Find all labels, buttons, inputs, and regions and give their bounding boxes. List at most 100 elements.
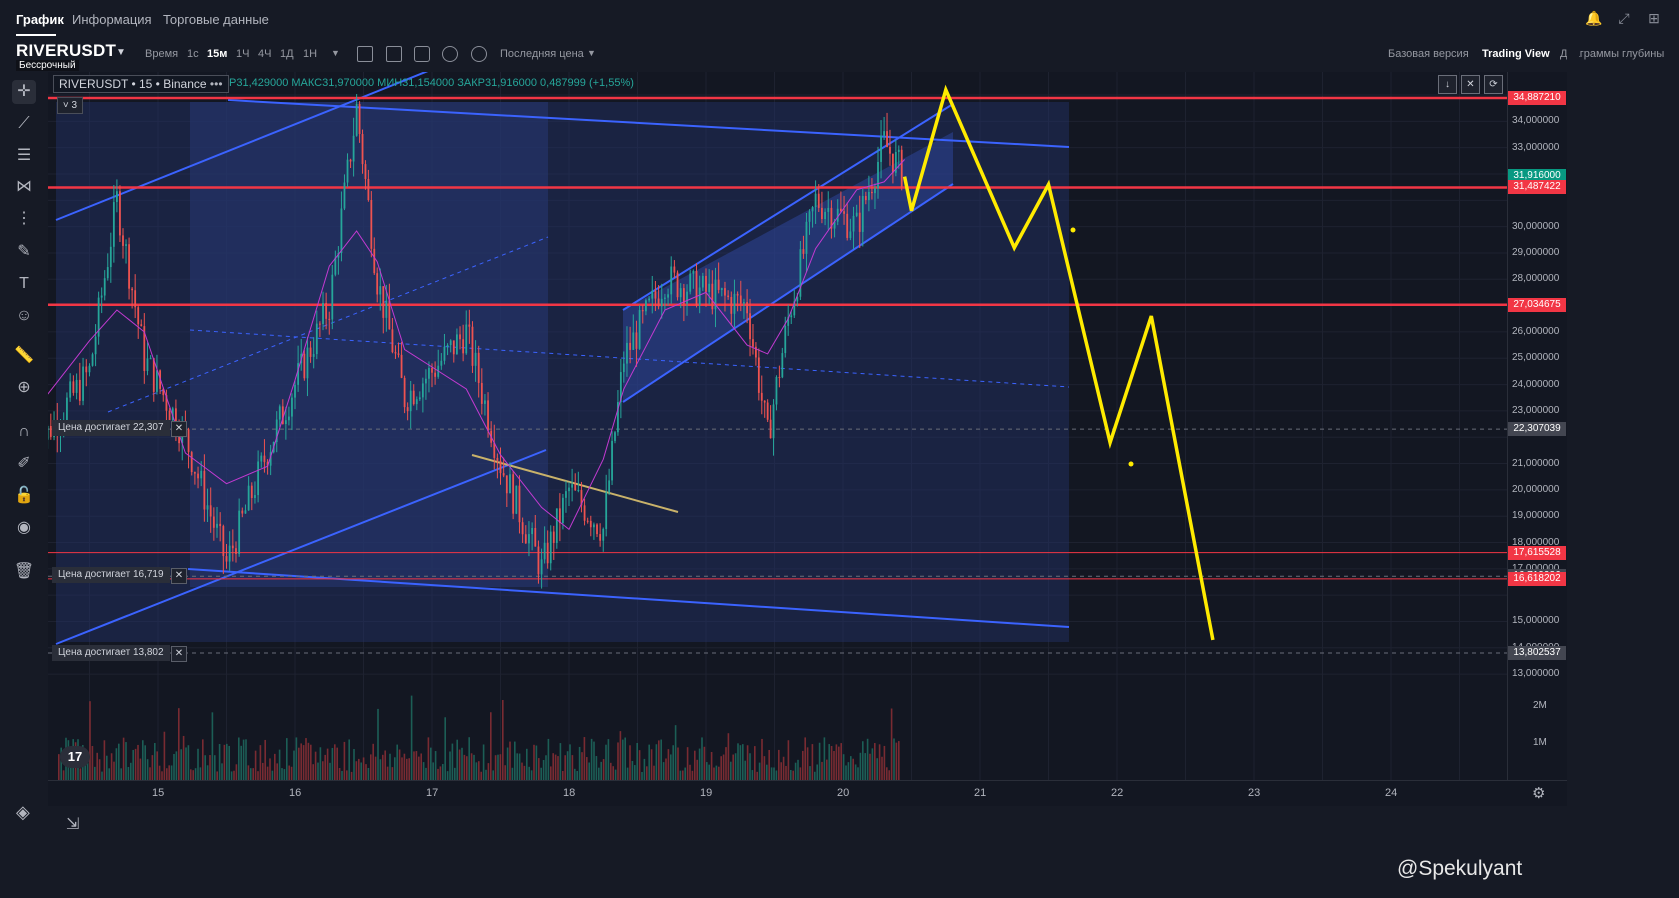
volume-bar <box>324 754 326 780</box>
candle-body <box>418 397 421 400</box>
pattern-icon[interactable]: ⋈ <box>16 178 32 195</box>
collapse-icon[interactable]: ✕ <box>1461 75 1480 94</box>
trash-icon[interactable]: 🗑 <box>13 563 35 580</box>
indicators-icon[interactable] <box>357 46 373 62</box>
close-icon[interactable]: ✕ <box>171 568 187 584</box>
volume-bar <box>809 766 811 780</box>
trend-line-icon[interactable]: ⟋ <box>18 115 30 132</box>
settings-icon[interactable]: ⚙ <box>1532 785 1546 802</box>
more-icon[interactable]: ••• <box>209 77 223 91</box>
chevron-down-icon[interactable]: ▼ <box>116 47 126 58</box>
price-chart[interactable] <box>48 72 1507 780</box>
candle-body <box>596 524 598 535</box>
grid-icon[interactable]: ⊞ <box>1648 10 1660 26</box>
candle-body <box>568 487 570 492</box>
candle-body <box>796 296 799 302</box>
timeframe-1h[interactable]: 1Ч <box>236 48 250 60</box>
link-basic-version[interactable]: Базовая версия <box>1388 48 1469 60</box>
timeframe-4h[interactable]: 4Ч <box>258 48 272 60</box>
legend-symbol[interactable]: RIVERUSDT • 15 • Binance ••• <box>53 75 229 93</box>
time-axis[interactable] <box>48 780 1567 807</box>
eye-icon[interactable]: ◉ <box>17 519 31 536</box>
volume-bar <box>674 725 677 780</box>
candle-body <box>116 191 118 203</box>
candle-body <box>638 310 641 349</box>
volume-bar <box>734 753 737 780</box>
right-scrollbar[interactable] <box>1567 0 1579 898</box>
zoom-icon[interactable]: ⊕ <box>17 379 31 396</box>
lock-icon[interactable]: 🔓 <box>14 487 34 504</box>
volume-bar <box>686 747 689 780</box>
time-tick: 24 <box>1385 787 1398 799</box>
forecast-dot <box>1128 461 1134 467</box>
candle-type-icon[interactable] <box>386 46 402 62</box>
volume-bar <box>446 771 449 780</box>
timeframe-15m[interactable]: 15м <box>207 48 228 60</box>
tab-chart[interactable]: График <box>16 12 64 27</box>
add-icon[interactable] <box>442 46 458 62</box>
indicators-toggle[interactable]: ˅ 3 <box>57 97 83 114</box>
calendar-icon[interactable]: ⇲ <box>66 816 80 833</box>
candle-body <box>266 462 269 466</box>
candle-body <box>505 475 508 494</box>
chart-canvas[interactable] <box>48 72 1507 780</box>
volume-bar <box>730 761 732 780</box>
crosshair-icon[interactable]: ✛ <box>12 80 36 104</box>
tab-trading-data[interactable]: Торговые данные <box>163 12 269 27</box>
ruler-icon[interactable]: 📏 <box>14 347 34 364</box>
candle-body <box>376 273 379 295</box>
timeframe-1s[interactable]: 1с <box>187 48 199 60</box>
layers-icon[interactable]: ◈ <box>16 802 30 822</box>
emoji-icon[interactable]: ☺ <box>15 307 33 324</box>
link-tradingview[interactable]: Trading View <box>1482 48 1550 60</box>
volume-bar <box>662 762 665 780</box>
candle-body <box>190 452 193 473</box>
chevron-down-icon[interactable]: ▼ <box>587 48 596 58</box>
volume-bar <box>252 768 254 780</box>
volume-bar <box>756 771 758 780</box>
expand-icon[interactable]: ⤢ <box>1618 10 1630 26</box>
alert-label[interactable]: Цена достигает 13,802 <box>52 645 170 661</box>
volume-bar <box>710 751 713 780</box>
fib-icon[interactable]: ⋮ <box>16 210 32 227</box>
alert-label[interactable]: Цена достигает 22,307 <box>52 420 170 436</box>
volume-bar <box>835 744 838 780</box>
settings-icon[interactable] <box>471 46 487 62</box>
volume-bar <box>444 717 446 780</box>
timeframe-1w[interactable]: 1Н <box>303 48 318 60</box>
candle-body <box>749 313 751 340</box>
volume-bar <box>605 744 607 780</box>
price-type-select[interactable]: Последняя цена <box>500 48 584 60</box>
download-icon[interactable]: ↓ <box>1438 75 1457 94</box>
horizontal-lines-icon[interactable]: ☰ <box>16 147 32 164</box>
candle-body <box>528 534 530 544</box>
lock-drawing-icon[interactable]: ✐ <box>17 455 31 472</box>
magnet-icon[interactable]: ∩ <box>18 423 30 440</box>
refresh-icon[interactable]: ⟳ <box>1484 75 1503 94</box>
tab-info[interactable]: Информация <box>72 12 152 27</box>
close-icon[interactable]: ✕ <box>171 421 187 437</box>
volume-bar <box>895 742 898 780</box>
volume-bar <box>581 752 583 780</box>
timeframe-dropdown-icon[interactable]: ▼ <box>331 48 340 58</box>
candle-body <box>373 248 376 274</box>
candle-body <box>778 377 781 379</box>
link-depth-chart[interactable]: Диаграммы глубины <box>1560 48 1665 60</box>
volume-bar <box>106 755 108 780</box>
symbol-name[interactable]: RIVERUSDT <box>16 41 117 60</box>
bell-icon[interactable]: 🔔 <box>1585 10 1603 26</box>
brush-icon[interactable]: ✎ <box>17 243 31 260</box>
candle-body <box>49 426 52 437</box>
camera-icon[interactable] <box>414 46 430 62</box>
candle-body <box>72 381 75 393</box>
volume-bar <box>857 767 859 780</box>
candle-body <box>698 287 701 306</box>
close-icon[interactable]: ✕ <box>171 646 187 662</box>
volume-bar <box>319 747 322 780</box>
volume-bar <box>876 758 878 780</box>
alert-label[interactable]: Цена достигает 16,719 <box>52 567 170 583</box>
text-icon[interactable]: T <box>19 275 29 292</box>
ascending-channel-fill <box>623 132 953 402</box>
timeframe-1d[interactable]: 1Д <box>280 48 294 60</box>
candle-body <box>388 300 391 330</box>
